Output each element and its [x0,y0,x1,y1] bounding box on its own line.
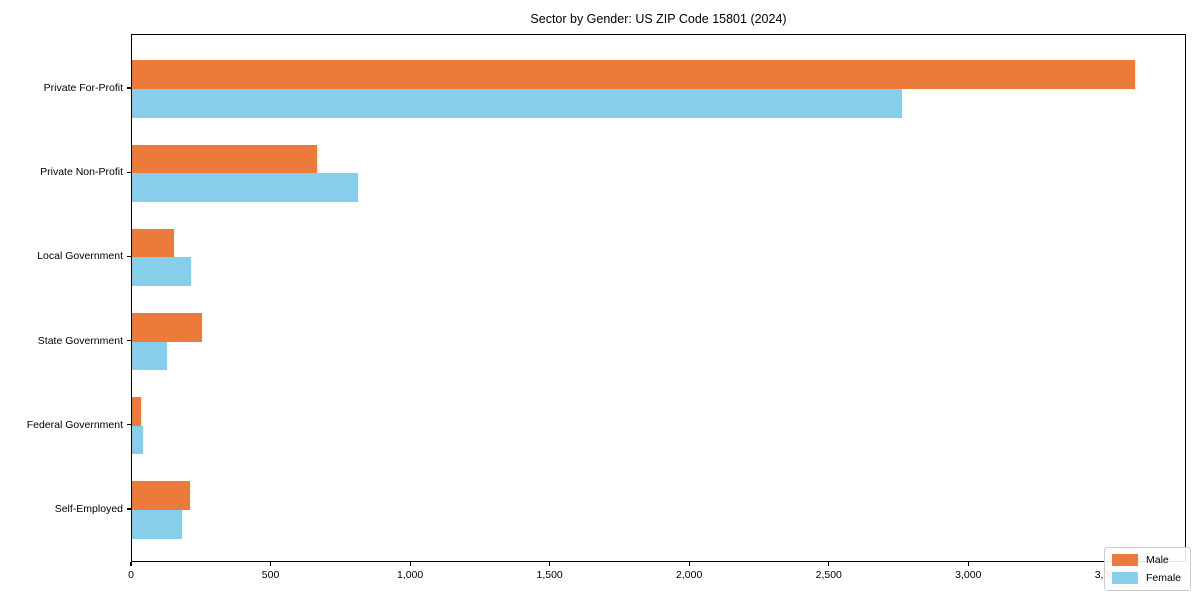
x-tick-mark [967,562,969,566]
bar-female-4 [132,425,143,455]
chart-title: Sector by Gender: US ZIP Code 15801 (202… [530,12,787,26]
bar-male-1 [132,144,318,174]
x-tick-label: 2,000 [676,569,703,581]
y-tick-label: Federal Government [26,418,123,431]
bar-male-0 [132,60,1135,89]
legend-label-male: Male [1145,553,1169,566]
y-tick-mark [127,340,131,342]
x-tick-label: 1,500 [536,569,563,581]
y-tick-label: Private Non-Profit [40,166,123,179]
bar-male-5 [132,481,190,510]
plot-area [131,34,1186,562]
x-tick-label: 3,000 [955,569,982,581]
y-tick-mark [127,87,131,89]
y-tick-mark [127,255,131,257]
x-tick-label: 2,500 [815,569,842,581]
x-tick-mark [688,562,690,566]
legend-label-female: Female [1145,571,1181,584]
bar-male-2 [132,228,175,258]
y-tick-mark [127,171,131,173]
legend-row-female: Female [1111,571,1181,584]
x-tick-mark [828,562,830,566]
x-tick-label: 1,000 [396,569,424,581]
y-tick-label: State Government [37,334,123,347]
bar-female-5 [132,510,182,539]
bar-male-4 [132,397,141,426]
bar-female-3 [132,341,167,371]
legend-row-male: Male [1111,553,1181,566]
legend-swatch-female [1111,572,1138,584]
y-tick-mark [127,508,131,510]
x-tick-mark [409,562,411,566]
bar-female-1 [132,173,358,202]
y-tick-label: Local Government [37,250,123,263]
y-tick-label: Self-Employed [54,503,123,515]
x-tick-mark [549,562,551,566]
x-tick-label: 500 [261,569,280,581]
bar-male-3 [132,313,203,342]
bar-female-2 [132,257,191,286]
x-tick-mark [130,562,132,566]
y-tick-mark [127,424,131,426]
x-tick-label: 0 [128,569,134,581]
legend: Male Female [1103,547,1191,591]
x-tick-mark [269,562,272,566]
bar-female-0 [132,89,903,118]
legend-swatch-male [1111,554,1138,566]
y-tick-label: Private For-Profit [43,82,123,94]
